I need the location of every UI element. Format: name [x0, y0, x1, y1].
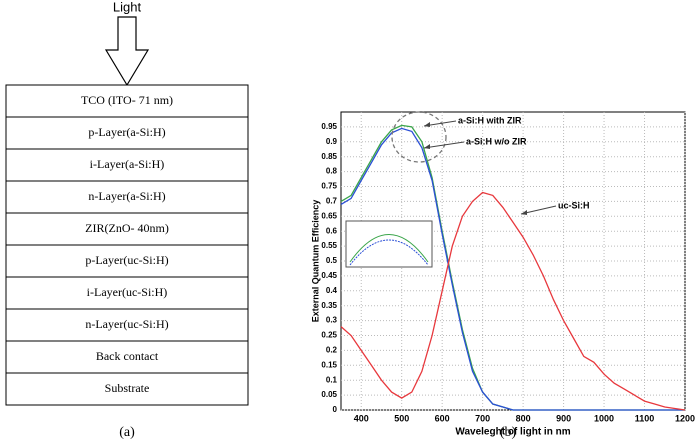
series-line: [340, 127, 685, 411]
arrow-head: [521, 210, 527, 215]
layer-label: p-Layer(a-Si:H): [88, 125, 165, 139]
y-tick-label: 0.95: [321, 122, 337, 131]
light-label: Light: [113, 0, 142, 14]
x-tick-label: 1000: [594, 413, 614, 423]
layer-label: i-Layer(uc-Si:H): [87, 285, 168, 299]
arrow-head: [424, 144, 430, 149]
layer-box: [5, 148, 249, 182]
layer-box: [5, 244, 249, 278]
y-tick-label: 0.45: [321, 271, 337, 280]
layer-label: Substrate: [105, 381, 150, 395]
light-arrow: [104, 16, 150, 87]
inset-box: [345, 220, 433, 268]
layer-label: n-Layer(a-Si:H): [88, 189, 165, 203]
caption: (b): [500, 425, 517, 440]
y-tick-label: 0.6: [326, 226, 338, 235]
annotation-arrow: [423, 141, 465, 149]
annotation: a-Si:H w/o ZIR: [466, 136, 527, 146]
y-tick-label: 0.85: [321, 152, 337, 161]
x-tick-label: 600: [435, 413, 450, 423]
chart: 0 0.05 0.1 0.15 0.2 0.25 0.3 0.35 0.4 0.45 0.5 0.55…: [310, 111, 695, 438]
y-tick-label: 0.05: [321, 390, 337, 399]
layer-label: i-Layer(a-Si:H): [90, 157, 165, 171]
inset-curve: [349, 234, 429, 263]
annotation: a-Si:H with ZIR: [458, 115, 522, 125]
y-tick-label: 0.65: [321, 211, 337, 220]
layer-label: ZIR(ZnO- 40nm): [85, 221, 169, 235]
arrow-head: [424, 122, 430, 127]
y-tick-label: 0.25: [321, 331, 337, 340]
y-tick-label: 0.2: [326, 346, 338, 355]
layer-box: [5, 116, 249, 150]
inset-curve: [349, 239, 429, 266]
layer-box: [5, 180, 249, 214]
y-tick-label: 0.15: [321, 360, 337, 369]
y-tick-label: 0.9: [326, 137, 338, 146]
layer-label: p-Layer(uc-Si:H): [85, 253, 168, 267]
y-tick-label: 0.4: [326, 286, 338, 295]
layer-label: TCO (ITO- 71 nm): [81, 93, 173, 107]
x-axis-label: Waveleght of light in nm: [455, 427, 570, 438]
y-tick-label: 0.3: [326, 316, 338, 325]
y-tick-label: 0: [333, 405, 338, 414]
y-axis-label: External Quantum Efficiency: [310, 200, 320, 323]
y-tick-label: 0.75: [321, 182, 337, 191]
caption: (a): [119, 425, 135, 440]
layer-stack: TCO (ITO- 71 nm) p-Layer(a-Si:H) i-Layer(a…: [5, 84, 249, 406]
x-tick-label: 700: [475, 413, 490, 423]
y-tick-label: 0.55: [321, 241, 337, 250]
y-tick-label: 0.8: [326, 167, 338, 176]
x-tick-label: 400: [354, 413, 369, 423]
x-tick-label: 900: [556, 413, 571, 423]
y-tick-label: 0.7: [326, 197, 338, 206]
layer-box: [5, 372, 249, 406]
y-tick-label: 0.1: [326, 375, 338, 384]
x-tick-label: 1200: [675, 413, 695, 423]
x-tick-label: 800: [516, 413, 531, 423]
y-tick-label: 0.35: [321, 301, 337, 310]
x-tick-label: 500: [394, 413, 409, 423]
layer-label: Back contact: [96, 349, 159, 363]
highlight-circle: [391, 111, 447, 163]
y-tick-label: 0.5: [326, 256, 338, 265]
annotation: uc-Si:H: [558, 200, 590, 210]
layer-label: n-Layer(uc-Si:H): [85, 317, 168, 331]
layer-box: [5, 308, 249, 342]
series-line: [340, 191, 686, 411]
x-tick-label: 1100: [635, 413, 655, 423]
layer-box: [5, 84, 249, 118]
